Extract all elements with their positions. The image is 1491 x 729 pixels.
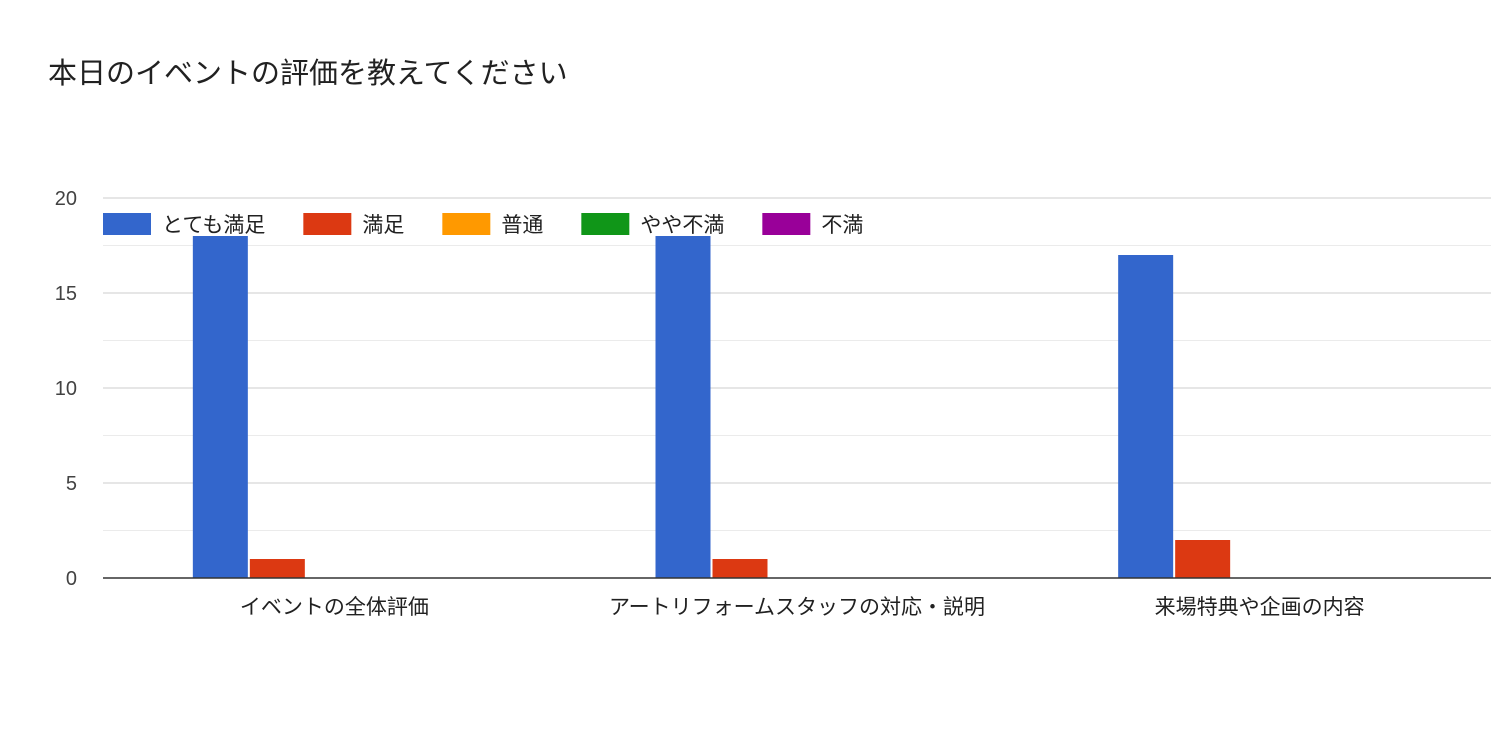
bar-満足-0 — [249, 559, 305, 578]
y-axis-ticks: 0 5 10 15 20 — [55, 188, 77, 590]
x-category-label: アートリフォームスタッフの対応・説明 — [609, 595, 985, 619]
y-tick-label: 5 — [66, 473, 77, 495]
bar-とても満足-1 — [655, 236, 711, 578]
legend-label: 普通 — [501, 213, 543, 237]
legend-item: やや不満 — [581, 213, 724, 237]
y-tick-label: 0 — [66, 568, 77, 590]
legend-label: 不満 — [821, 213, 863, 237]
y-tick-label: 10 — [55, 378, 77, 400]
bar-とても満足-2 — [1118, 255, 1174, 578]
legend-label: 満足 — [362, 213, 404, 237]
gridlines — [103, 197, 1491, 531]
legend-swatch — [442, 213, 491, 235]
legend-label: やや不満 — [640, 213, 724, 237]
x-category-label: 来場特典や企画の内容 — [1155, 595, 1365, 619]
x-axis-categories: イベントの全体評価 アートリフォームスタッフの対応・説明 来場特典や企画の内容 — [240, 595, 1365, 619]
chart-title: 本日のイベントの評価を教えてください — [48, 56, 568, 90]
legend-item: 不満 — [762, 213, 863, 237]
legend-item: 普通 — [442, 213, 543, 237]
legend-item: 満足 — [303, 213, 404, 237]
x-category-label: イベントの全体評価 — [240, 595, 429, 619]
y-tick-label: 15 — [55, 283, 77, 305]
legend-swatch — [762, 213, 811, 235]
bar-series — [192, 236, 1231, 578]
legend-label: とても満足 — [162, 213, 265, 237]
bar-満足-1 — [712, 559, 768, 578]
y-tick-label: 20 — [55, 188, 77, 210]
legend: とても満足 満足 普通 やや不満 不満 — [103, 213, 863, 237]
legend-swatch — [581, 213, 630, 235]
bar-満足-2 — [1175, 540, 1231, 578]
legend-swatch — [303, 213, 352, 235]
legend-swatch — [103, 213, 151, 235]
bar-とても満足-0 — [192, 236, 248, 578]
legend-item: とても満足 — [103, 213, 265, 237]
